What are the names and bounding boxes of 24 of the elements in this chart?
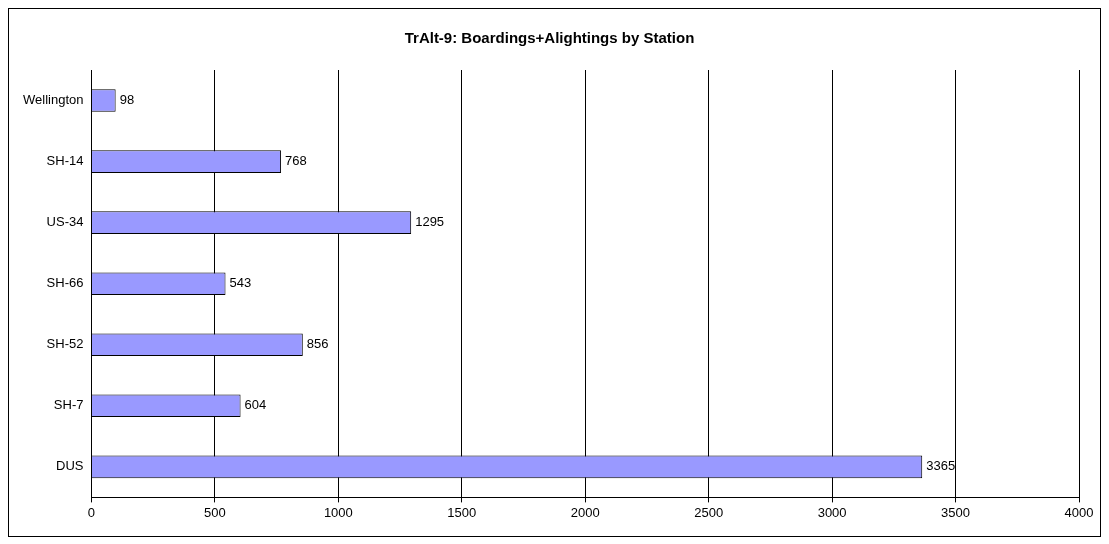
chart-title: TrAlt-9: Boardings+Alightings by Station: [404, 29, 695, 47]
y-tick-label: Wellington: [22, 92, 84, 108]
data-label: 98: [119, 92, 135, 108]
x-tick-label: 3000: [817, 504, 847, 520]
y-tick-label: US-34: [46, 214, 84, 230]
data-label: 768: [285, 153, 307, 169]
x-tick-label: 4000: [1064, 504, 1094, 520]
y-tick-label: SH-52: [46, 336, 84, 352]
y-tick-label: DUS: [56, 458, 84, 474]
x-tick-label: 500: [204, 504, 226, 520]
data-label: 856: [306, 336, 329, 352]
x-tick-label: 0: [87, 504, 96, 520]
x-tick-label: 1500: [447, 504, 477, 520]
data-label: 604: [244, 397, 267, 413]
x-tick-label: 2500: [694, 504, 724, 520]
x-tick-label: 2000: [570, 504, 600, 520]
y-tick-label: SH-7: [53, 397, 84, 413]
data-label: 543: [229, 275, 252, 291]
x-tick-label: 1000: [323, 504, 353, 520]
data-label: 1295: [415, 214, 445, 230]
data-label: 3365: [926, 458, 956, 474]
x-tick-label: 3500: [941, 504, 971, 520]
y-tick-label: SH-14: [46, 153, 84, 169]
y-tick-label: SH-66: [46, 275, 84, 291]
